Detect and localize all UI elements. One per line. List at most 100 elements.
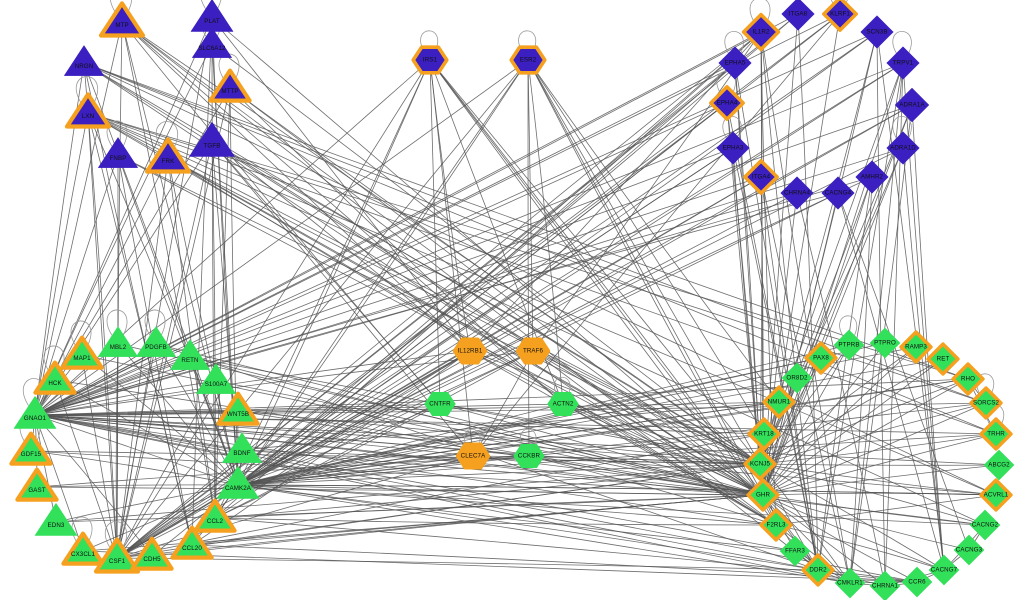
graph-node-or8d2[interactable] <box>781 362 813 394</box>
graph-node-tgfb[interactable] <box>189 121 235 157</box>
graph-node-map1[interactable] <box>60 335 104 370</box>
node-shape-diamond[interactable] <box>953 534 985 566</box>
node-shape-triangle[interactable] <box>170 339 210 370</box>
graph-node-pdgfb[interactable] <box>136 326 176 357</box>
node-shape-diamond[interactable] <box>781 362 813 394</box>
graph-node-cmklr1[interactable] <box>834 567 866 599</box>
graph-node-hck[interactable] <box>33 360 77 395</box>
node-shape-diamond[interactable] <box>743 447 777 481</box>
node-shape-diamond[interactable] <box>759 508 793 542</box>
graph-node-adra1a[interactable] <box>894 87 930 123</box>
graph-node-il12rb1[interactable] <box>452 337 488 365</box>
graph-node-camk2a[interactable] <box>216 466 260 499</box>
graph-node-frk[interactable] <box>144 137 192 174</box>
graph-node-cdh5[interactable] <box>130 536 174 571</box>
graph-node-cacng7[interactable] <box>928 554 960 586</box>
graph-node-ccr6[interactable] <box>901 566 933 598</box>
graph-node-kcnj5[interactable] <box>743 447 777 481</box>
node-shape-diamond[interactable] <box>951 362 985 396</box>
node-shape-triangle[interactable] <box>13 396 57 429</box>
node-shape-triangle[interactable] <box>193 498 237 533</box>
graph-node-slc6a12[interactable] <box>192 27 232 58</box>
graph-node-klrf1[interactable] <box>822 0 858 32</box>
node-shape-triangle[interactable] <box>9 431 53 466</box>
node-shape-diamond[interactable] <box>928 554 960 586</box>
node-shape-diamond[interactable] <box>746 478 780 512</box>
graph-node-trhr[interactable] <box>979 417 1013 451</box>
node-shape-hexagon[interactable] <box>455 442 491 470</box>
graph-node-scn3b[interactable] <box>860 15 894 49</box>
graph-node-ghr[interactable] <box>746 478 780 512</box>
graph-node-cntfr[interactable] <box>424 391 456 417</box>
node-shape-diamond[interactable] <box>899 330 933 364</box>
graph-node-ramp3[interactable] <box>899 330 933 364</box>
node-shape-diamond[interactable] <box>869 327 901 359</box>
node-shape-diamond[interactable] <box>860 15 894 49</box>
graph-node-cckbr[interactable] <box>513 443 545 469</box>
node-shape-diamond[interactable] <box>979 417 1013 451</box>
node-shape-triangle[interactable] <box>170 525 214 560</box>
graph-node-ccl20[interactable] <box>170 525 214 560</box>
graph-node-f2rl3[interactable] <box>759 508 793 542</box>
graph-node-epha5[interactable] <box>718 46 752 80</box>
node-shape-diamond[interactable] <box>762 385 796 419</box>
graph-node-pax8[interactable] <box>804 341 838 375</box>
node-shape-hexagon[interactable] <box>509 45 547 75</box>
graph-node-trpv1[interactable] <box>886 46 920 80</box>
node-shape-triangle[interactable] <box>64 92 112 129</box>
node-shape-triangle[interactable] <box>93 537 141 574</box>
graph-node-chrna1[interactable] <box>869 570 901 600</box>
node-shape-triangle[interactable] <box>222 432 262 463</box>
node-shape-diamond[interactable] <box>869 570 901 600</box>
graph-node-sorcs2[interactable] <box>969 386 1003 420</box>
graph-node-actn2[interactable] <box>547 391 579 417</box>
node-shape-diamond[interactable] <box>801 553 835 587</box>
node-shape-diamond[interactable] <box>718 46 752 80</box>
graph-node-acvrl1[interactable] <box>979 478 1013 512</box>
node-shape-diamond[interactable] <box>834 567 866 599</box>
node-shape-triangle[interactable] <box>60 335 104 370</box>
graph-node-bdnf[interactable] <box>222 432 262 463</box>
graph-node-ptprb[interactable] <box>833 329 865 361</box>
graph-node-mtp[interactable] <box>98 1 146 38</box>
node-shape-diamond[interactable] <box>901 566 933 598</box>
node-shape-triangle[interactable] <box>130 536 174 571</box>
node-shape-triangle[interactable] <box>33 360 77 395</box>
node-shape-triangle[interactable] <box>208 68 252 103</box>
node-shape-triangle[interactable] <box>216 391 260 426</box>
node-shape-triangle[interactable] <box>98 326 138 357</box>
node-shape-diamond[interactable] <box>743 159 779 195</box>
graph-node-irs1[interactable] <box>411 45 449 75</box>
node-shape-diamond[interactable] <box>886 46 920 80</box>
node-shape-diamond[interactable] <box>747 417 781 451</box>
node-shape-hexagon[interactable] <box>515 337 551 365</box>
node-shape-diamond[interactable] <box>821 176 855 210</box>
graph-node-amhr2[interactable] <box>855 160 889 194</box>
node-shape-diamond[interactable] <box>741 12 781 52</box>
graph-node-cacng2[interactable] <box>969 509 1001 541</box>
node-shape-triangle[interactable] <box>136 326 176 357</box>
node-shape-diamond[interactable] <box>780 176 814 210</box>
node-shape-triangle[interactable] <box>189 121 235 157</box>
graph-node-il1r2[interactable] <box>741 12 781 52</box>
node-shape-hexagon[interactable] <box>411 45 449 75</box>
node-shape-diamond[interactable] <box>804 341 838 375</box>
node-shape-diamond[interactable] <box>983 449 1015 481</box>
graph-node-traf6[interactable] <box>515 337 551 365</box>
graph-node-gdf15[interactable] <box>9 431 53 466</box>
node-shape-diamond[interactable] <box>969 509 1001 541</box>
graph-node-adra1d[interactable] <box>886 131 920 165</box>
graph-node-wnt5b[interactable] <box>216 391 260 426</box>
graph-node-esr2[interactable] <box>509 45 547 75</box>
node-shape-hexagon[interactable] <box>424 391 456 417</box>
graph-node-itga4[interactable] <box>743 159 779 195</box>
nodes-layer[interactable] <box>9 0 1015 600</box>
node-shape-triangle[interactable] <box>216 466 260 499</box>
node-shape-diamond[interactable] <box>969 386 1003 420</box>
node-shape-triangle[interactable] <box>196 363 236 394</box>
graph-node-lxn[interactable] <box>64 92 112 129</box>
graph-node-gast[interactable] <box>15 467 59 502</box>
node-shape-triangle[interactable] <box>61 531 105 566</box>
graph-node-mttp[interactable] <box>208 68 252 103</box>
